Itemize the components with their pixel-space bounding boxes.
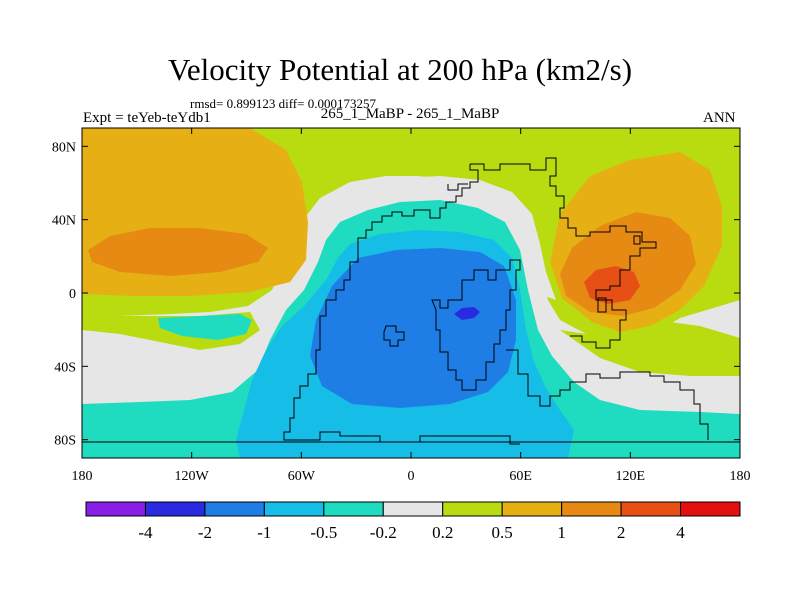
x-tick-label: 180	[730, 469, 751, 484]
coastline-landmass-8	[633, 235, 641, 245]
colorbar-label: 4	[676, 523, 685, 542]
contour-level-pos-2-right	[584, 266, 640, 304]
y-tick-label: 40S	[54, 360, 76, 375]
x-tick-label: 180	[72, 469, 93, 484]
experiment-label: Expt = teYeb-teYdb1	[83, 110, 211, 126]
colorbar-swatch	[144, 501, 206, 517]
y-tick-label: 80N	[52, 140, 76, 155]
contour-field	[82, 128, 740, 458]
coastline-landmass-2	[447, 183, 468, 191]
coastline-landmass-5	[506, 349, 709, 440]
contour-level-neg-2-center	[454, 307, 480, 320]
y-tick-label: 80S	[54, 434, 76, 449]
x-tick-label: 60W	[288, 469, 316, 484]
contour-level-neg-0p2-westpac	[158, 314, 252, 340]
colorbar-label: -1	[257, 523, 271, 542]
coastline-landmass-6	[383, 325, 405, 347]
y-tick-label: 0	[69, 287, 76, 302]
x-tick-label: 120E	[616, 469, 646, 484]
colorbar-swatch	[442, 501, 503, 517]
axis-ticks: 180 120W 60W 0 60E 120E 180 80N 40N 0 40S 80S	[52, 128, 751, 484]
colorbar-swatch	[680, 501, 741, 517]
colorbar-swatch	[85, 501, 146, 517]
colorbar-swatch	[323, 501, 384, 517]
colorbar-label: 0.5	[492, 523, 513, 542]
x-tick-label: 60E	[509, 469, 532, 484]
x-tick-label: 120W	[175, 469, 210, 484]
coastline-landmass-4	[431, 259, 521, 391]
colorbar-swatch	[382, 501, 444, 517]
contour-arc-neutral	[312, 176, 556, 300]
chart-title: Velocity Potential at 200 hPa (km2/s)	[167, 52, 633, 87]
contour-level-pos-0p2-right	[560, 322, 740, 376]
colorbar-swatch	[561, 501, 622, 517]
coastline-landmass-1	[283, 164, 520, 445]
colorbar-label: 2	[617, 523, 626, 542]
colorbar-swatch	[620, 501, 682, 517]
contour-level-pos-1-left	[88, 228, 268, 276]
colorbar-swatch	[263, 501, 325, 517]
colorbar-label: 0.2	[432, 523, 453, 542]
x-tick-label: 0	[408, 469, 415, 484]
colorbar-label: -0.5	[310, 523, 337, 542]
colorbar-label: -2	[198, 523, 212, 542]
stats-line: rmsd= 0.899123 diff= 0.000173257	[190, 96, 376, 111]
season-label: ANN	[703, 110, 736, 126]
colorbar: -4 -2 -1 -0.5 -0.2 0.2 0.5 1 2 4	[85, 501, 741, 542]
case-label: 265_1_MaBP - 265_1_MaBP	[320, 106, 500, 122]
colorbar-label: 1	[557, 523, 566, 542]
coastlines	[82, 157, 740, 445]
colorbar-label: -0.2	[370, 523, 397, 542]
contour-level-neg-1-center	[310, 248, 516, 408]
coastline-landmass-3	[470, 157, 657, 349]
colorbar-swatch	[501, 501, 563, 517]
y-tick-label: 40N	[52, 214, 76, 229]
coastline-landmass-7	[597, 297, 607, 313]
colorbar-swatch	[204, 501, 265, 517]
colorbar-label: -4	[138, 523, 153, 542]
